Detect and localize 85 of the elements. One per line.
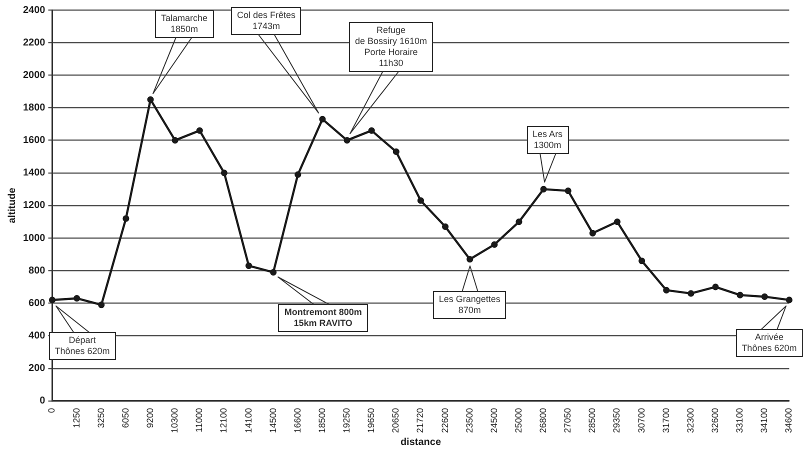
- point: [589, 230, 596, 236]
- x-axis-title: distance: [400, 436, 442, 448]
- annotation: Les Grangettes 870m: [432, 291, 506, 320]
- x-tick-label: 19650: [366, 408, 376, 434]
- point: [466, 256, 474, 263]
- x-tick-label: 9200: [144, 408, 155, 428]
- point: [368, 127, 375, 134]
- point: [663, 286, 670, 294]
- point: [319, 116, 326, 122]
- x-tick-label: 31700: [660, 408, 671, 434]
- x-tick-label: 22600: [440, 408, 450, 434]
- x-tick-label: 32300: [685, 408, 696, 434]
- point: [417, 197, 424, 204]
- y-tick-label: 1600: [22, 135, 46, 146]
- y-tick-label: 2200: [22, 37, 46, 48]
- annotation: Col des Frêtes 1743m: [230, 7, 302, 36]
- point: [761, 293, 768, 300]
- point: [270, 268, 277, 276]
- x-tick-label: 32600: [710, 408, 720, 434]
- x-tick-label: 11000: [194, 408, 204, 432]
- y-tick-label: 1400: [22, 168, 46, 179]
- x-tick-label: 1250: [71, 408, 82, 428]
- annotation: Départ Thônes 620m: [48, 332, 116, 360]
- x-tick-label: 14100: [243, 408, 254, 434]
- point: [98, 302, 105, 308]
- point: [516, 218, 522, 226]
- x-tick-label: 18500: [316, 408, 327, 434]
- point: [122, 215, 130, 222]
- annotation: Refuge de Bossiry 1610m Porte Horaire 11h30: [349, 22, 434, 72]
- x-tick-label: 19250: [342, 408, 352, 434]
- y-tick-label: 1200: [22, 200, 46, 212]
- y-tick-label: 0: [40, 396, 46, 407]
- x-tick-label: 27050: [562, 408, 573, 434]
- point: [442, 223, 449, 230]
- point: [688, 290, 694, 297]
- point: [74, 295, 80, 302]
- x-tick-label: 14500: [268, 408, 278, 434]
- point: [294, 171, 302, 178]
- point: [786, 296, 792, 304]
- x-tick-label: 33100: [734, 408, 745, 434]
- y-tick-label: 800: [28, 265, 46, 276]
- x-tick-label: 21720: [415, 408, 426, 434]
- point: [712, 284, 719, 290]
- point: [147, 96, 154, 103]
- y-tick-label: 1000: [22, 232, 46, 244]
- x-tick-label: 10300: [170, 408, 180, 434]
- x-tick-label: 12100: [218, 408, 229, 434]
- y-tick-label: 600: [28, 298, 46, 309]
- point: [392, 148, 400, 156]
- point: [736, 292, 744, 298]
- x-tick-label: 6050: [120, 408, 130, 428]
- x-tick-label: 23500: [464, 408, 474, 434]
- point: [491, 241, 498, 248]
- x-tick-label: 34600: [784, 408, 794, 434]
- point: [344, 137, 350, 144]
- x-tick-label: 3250: [96, 408, 106, 428]
- x-tick-label: 29350: [612, 408, 622, 434]
- x-tick-label: 16600: [292, 408, 302, 434]
- y-tick-label: 200: [28, 363, 46, 374]
- annotation: Les Ars 1300m: [526, 126, 569, 154]
- point: [220, 170, 228, 176]
- point: [638, 258, 646, 264]
- x-tick-label: 30700: [636, 408, 646, 434]
- x-tick-label: 20650: [390, 408, 401, 434]
- y-tick-label: 2400: [22, 4, 46, 16]
- y-tick-label: 400: [28, 330, 46, 342]
- point: [614, 218, 621, 226]
- x-tick-label: 0: [46, 408, 57, 413]
- annotation: Montremont 800m 15km RAVITO: [278, 304, 368, 332]
- x-tick-label: 34100: [759, 408, 770, 434]
- y-tick-label: 1800: [22, 102, 46, 114]
- point: [564, 188, 572, 194]
- x-tick-label: 25000: [513, 408, 524, 434]
- point: [245, 262, 252, 270]
- y-axis-title: altitude: [6, 187, 18, 224]
- point: [48, 296, 56, 304]
- point: [172, 137, 178, 144]
- annotation: Arrivée Thônes 620m: [736, 328, 803, 357]
- x-tick-label: 26800: [538, 408, 548, 434]
- x-tick-label: 28500: [587, 408, 598, 434]
- y-tick-label: 2000: [22, 70, 46, 81]
- point: [196, 127, 203, 134]
- point: [540, 186, 547, 192]
- annotation: Talamarche 1850m: [155, 10, 214, 38]
- x-tick-label: 24500: [488, 408, 499, 434]
